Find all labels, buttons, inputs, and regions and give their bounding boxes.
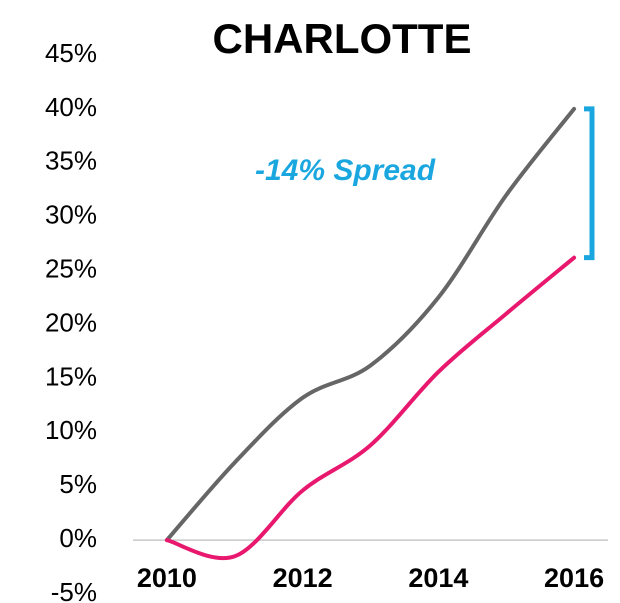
y-tick-label: 0% [59,523,97,553]
y-tick-label: 15% [45,361,97,391]
y-tick-label: 25% [45,253,97,283]
y-tick-label: 20% [45,307,97,337]
x-tick-label: 2016 [544,563,604,593]
y-tick-label: 45% [45,38,97,68]
x-tick-label: 2014 [408,563,468,593]
y-tick-label: 5% [59,469,97,499]
y-tick-label: -5% [51,577,97,603]
y-tick-label: 40% [45,92,97,122]
y-tick-label: 10% [45,415,97,445]
series-line [164,255,577,560]
chart-title: CHARLOTTE [213,15,472,62]
y-tick-label: 30% [45,200,97,230]
spread-bracket [584,106,595,261]
x-tick-label: 2010 [137,563,197,593]
series-line [164,106,577,543]
annotation: -14% Spread [255,154,436,187]
y-tick-label: 35% [45,146,97,176]
x-tick-label: 2012 [273,563,333,593]
